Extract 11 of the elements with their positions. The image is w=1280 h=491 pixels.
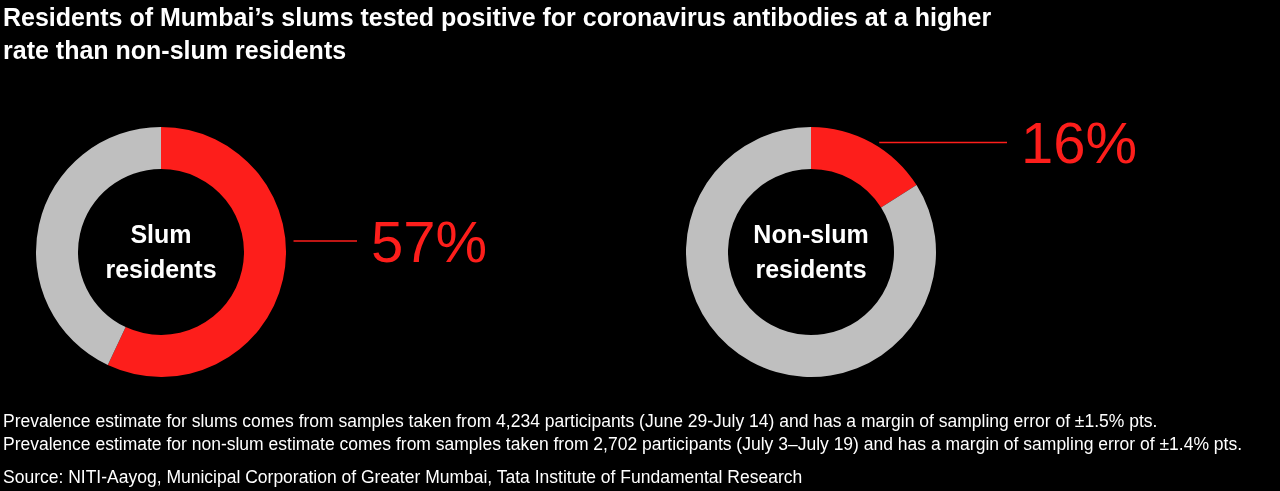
data-label: 57%	[371, 209, 488, 275]
text: Slum residents	[104, 219, 218, 285]
donut-slice	[107, 127, 286, 377]
text: Prevalence estimate for non-slum estimate comes from samples taken from 2,702 participants (July 3–July 19) and has a margin of sampling error of ±1.4% pts.	[3, 434, 1243, 454]
text: Prevalence estimate for slums comes from samples taken from 4,234 participants (June 29-July 14) and has a margin of sampling error of ±1.5% pts.	[3, 411, 1158, 431]
data-label: 16%	[1021, 110, 1138, 176]
source-note: Source: NITI-Aayog, Municipal Corporation of Greater Mumbai, Tata Institute of Fundamental Research	[3, 467, 803, 487]
donut-slice	[811, 127, 917, 208]
text: Non-slum residents	[752, 219, 870, 285]
donut-slice	[686, 127, 936, 377]
chart-title: Residents of Mumbai’s slums tested positive for coronavirus antibodies at a higher rate than non-slum residents	[3, 3, 992, 64]
